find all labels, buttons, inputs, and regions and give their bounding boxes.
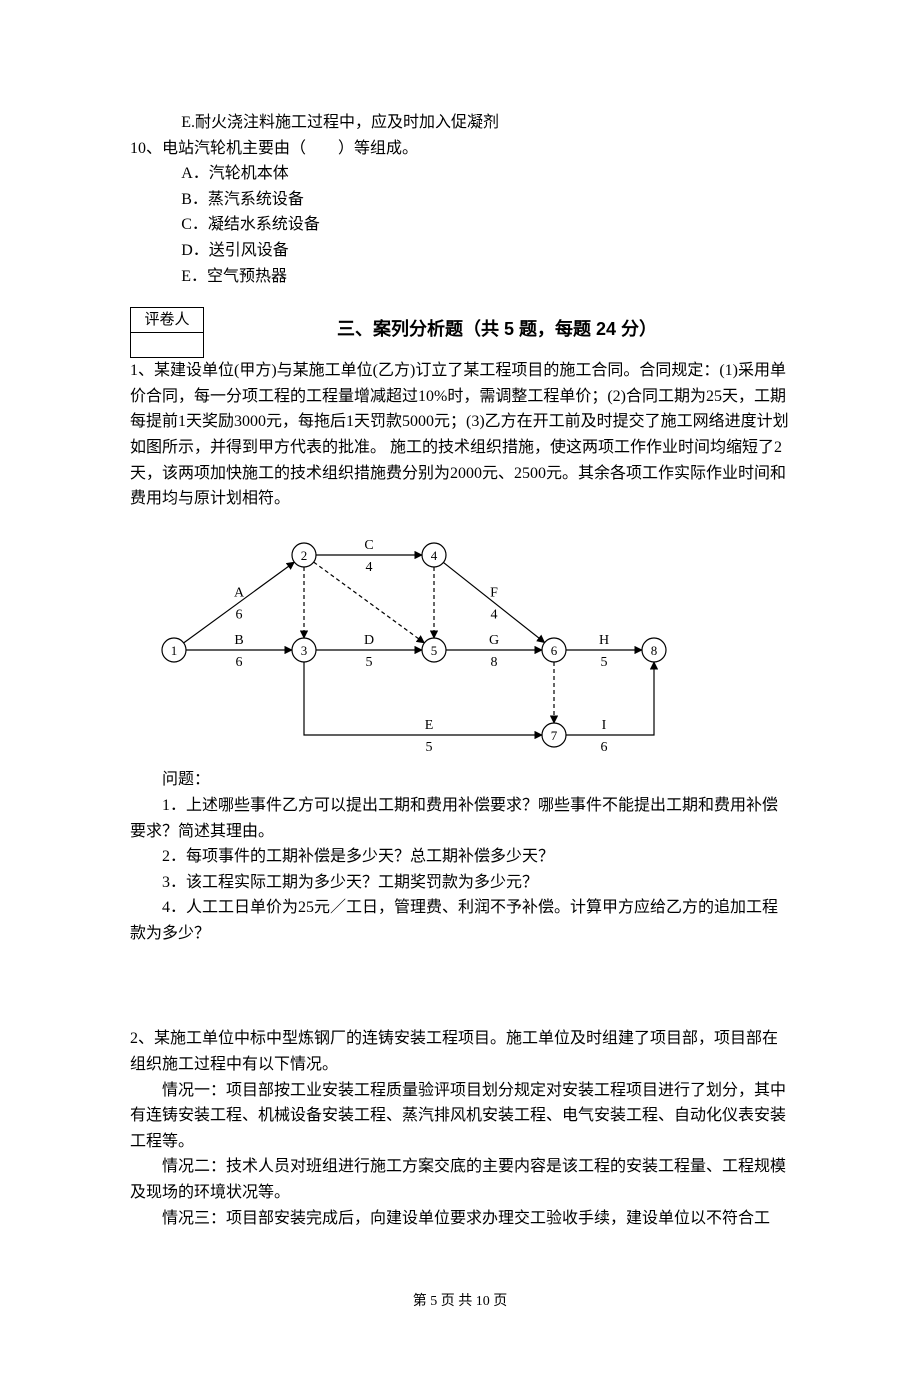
grader-label: 评卷人 <box>131 308 204 333</box>
case1-q3: 3．该工程实际工期为多少天？工期奖罚款为多少元？ <box>130 870 790 896</box>
svg-text:8: 8 <box>491 655 498 670</box>
svg-text:E: E <box>425 718 434 733</box>
svg-text:B: B <box>234 633 243 648</box>
svg-text:1: 1 <box>171 643 178 658</box>
case1-q4: 4．人工工日单价为25元／工日，管理费、利润不予补偿。计算甲方应给乙方的追加工程… <box>130 895 790 946</box>
svg-text:I: I <box>602 718 607 733</box>
svg-text:2: 2 <box>301 548 308 563</box>
svg-text:4: 4 <box>491 607 498 622</box>
svg-text:4: 4 <box>366 560 373 575</box>
case1-q1: 1．上述哪些事件乙方可以提出工期和费用补偿要求？哪些事件不能提出工期和费用补偿要… <box>130 793 790 844</box>
svg-text:8: 8 <box>651 643 658 658</box>
case2-p1: 2、某施工单位中标中型炼钢厂的连铸安装工程项目。施工单位及时组建了项目部，项目部… <box>130 1026 790 1077</box>
svg-text:7: 7 <box>551 728 558 743</box>
case1-body: 1、某建设单位(甲方)与某施工单位(乙方)订立了某工程项目的施工合同。合同规定：… <box>130 358 790 512</box>
spacer <box>130 946 790 1026</box>
svg-text:6: 6 <box>236 607 243 622</box>
q10-option-d: D．送引风设备 <box>130 238 790 264</box>
svg-text:6: 6 <box>551 643 558 658</box>
svg-text:5: 5 <box>426 740 433 755</box>
svg-text:6: 6 <box>601 740 608 755</box>
case2-p2: 情况一：项目部按工业安装工程质量验评项目划分规定对安装工程项目进行了划分，其中有… <box>130 1078 790 1155</box>
grader-blank <box>131 333 204 358</box>
svg-text:5: 5 <box>366 655 373 670</box>
svg-text:D: D <box>364 633 374 648</box>
network-svg: A 6 C 4 F 4 B 6 D 5 G 8 H 5 E 5 I 6 1 2 3 4 5 6 7 8 <box>154 520 674 755</box>
q10-option-e: E．空气预热器 <box>130 264 790 290</box>
svg-text:H: H <box>599 633 609 648</box>
case2-p3: 情况二：技术人员对班组进行施工方案交底的主要内容是该工程的安装工程量、工程规模及… <box>130 1154 790 1205</box>
svg-text:6: 6 <box>236 655 243 670</box>
svg-text:4: 4 <box>431 548 438 563</box>
section-3-title: 三、案列分析题（共 5 题，每题 24 分） <box>130 315 790 344</box>
svg-text:5: 5 <box>601 655 608 670</box>
network-diagram: A 6 C 4 F 4 B 6 D 5 G 8 H 5 E 5 I 6 1 2 3 4 5 6 7 8 <box>154 520 790 764</box>
page-footer: 第 5 页 共 10 页 <box>130 1291 790 1313</box>
q10-stem: 10、电站汽轮机主要由（ ）等组成。 <box>130 136 790 162</box>
case1-q2: 2．每项事件的工期补偿是多少天？总工期补偿多少天？ <box>130 844 790 870</box>
q10-option-c: C．凝结水系统设备 <box>130 212 790 238</box>
svg-text:C: C <box>364 538 373 553</box>
case1-question-word: 问题： <box>130 767 790 793</box>
svg-text:5: 5 <box>431 643 438 658</box>
svg-text:A: A <box>234 585 245 600</box>
svg-text:F: F <box>490 585 498 600</box>
svg-text:G: G <box>489 633 499 648</box>
section-3-header: 评卷人 三、案列分析题（共 5 题，每题 24 分） <box>130 301 790 358</box>
case2-p4: 情况三：项目部安装完成后，向建设单位要求办理交工验收手续，建设单位以不符合工 <box>130 1206 790 1232</box>
grader-box: 评卷人 <box>130 307 204 358</box>
q9-option-e: E.耐火浇注料施工过程中，应及时加入促凝剂 <box>130 110 790 136</box>
svg-text:3: 3 <box>301 643 308 658</box>
q10-option-a: A．汽轮机本体 <box>130 161 790 187</box>
q10-option-b: B．蒸汽系统设备 <box>130 187 790 213</box>
